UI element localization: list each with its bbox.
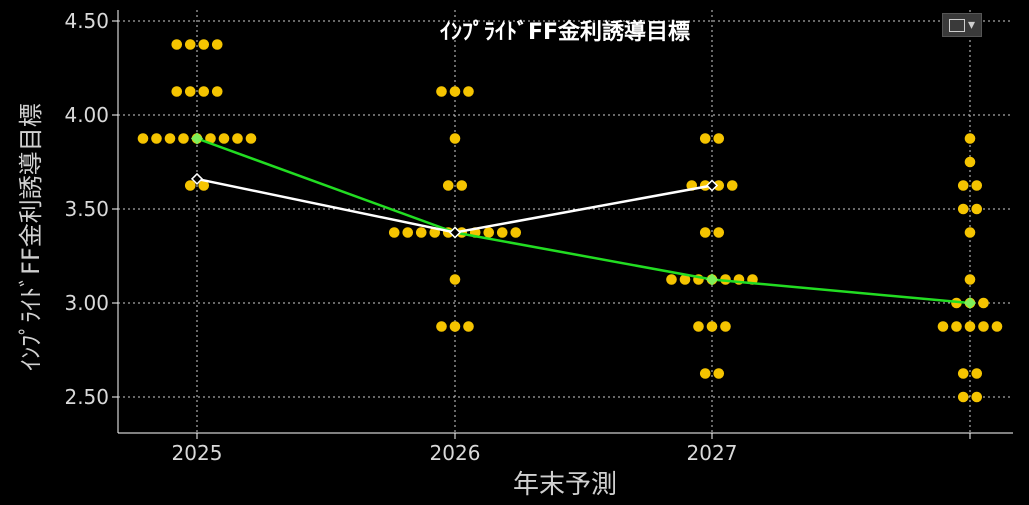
projection-dot	[245, 133, 257, 144]
median-marker-green	[190, 132, 204, 145]
projection-dot	[971, 368, 983, 379]
median-marker-green	[963, 296, 977, 310]
projection-dot	[713, 227, 725, 238]
projection-dot	[991, 321, 1003, 332]
projection-dot	[510, 227, 522, 238]
chart-title: ｲﾝﾌﾟﾗｲﾄﾞFF金利誘導目標	[439, 20, 691, 45]
projection-dot	[218, 133, 230, 144]
projection-dot	[442, 180, 454, 191]
y-axis-title: ｲﾝﾌﾟﾗｲﾄﾞFF金利誘導目標	[17, 103, 45, 371]
projection-dot	[964, 274, 976, 285]
projection-dot	[137, 133, 149, 144]
x-tick-label: 2025	[172, 441, 223, 465]
projection-dot	[151, 133, 162, 144]
line-chart-icon	[948, 18, 965, 32]
projection-dot	[483, 227, 495, 238]
y-tick-label: 4.50	[64, 9, 109, 33]
y-tick-label: 3.00	[64, 291, 109, 315]
x-tick-label: 2027	[687, 441, 738, 465]
projection-dot	[184, 39, 196, 50]
projection-dot	[726, 180, 738, 191]
projection-dot	[713, 133, 725, 144]
projection-dot	[449, 274, 461, 285]
projection-dot	[211, 86, 223, 97]
projection-dot	[184, 180, 196, 191]
projection-dot	[198, 39, 210, 50]
median-marker-white	[705, 179, 719, 192]
projection-dot	[436, 321, 447, 332]
projection-dot	[713, 180, 725, 191]
projection-dot	[699, 133, 711, 144]
projection-dot	[463, 321, 474, 332]
projection-dot	[706, 321, 718, 332]
projection-dot	[388, 227, 400, 238]
projection-dot	[971, 180, 983, 191]
median-marker-green	[705, 273, 719, 286]
projection-dot	[978, 321, 989, 332]
projection-dot	[456, 180, 468, 191]
projection-dot	[679, 274, 691, 285]
y-tick-label: 2.50	[64, 385, 109, 409]
projection-dot	[937, 321, 949, 332]
projection-dot	[496, 227, 508, 238]
chevron-down-icon: ▾	[967, 17, 976, 33]
projection-dot	[198, 86, 210, 97]
projection-dot	[964, 133, 976, 144]
chart-type-menu-button[interactable]: ▾	[942, 13, 982, 37]
projection-dot	[964, 321, 976, 332]
projection-dot	[971, 203, 983, 215]
projection-dot	[402, 227, 414, 238]
projection-dot	[971, 391, 983, 403]
projection-dot	[957, 391, 969, 403]
y-tick-label: 4.00	[64, 103, 109, 127]
projection-dot	[449, 86, 461, 97]
projection-dot	[178, 133, 189, 144]
projection-dot	[666, 274, 677, 285]
projection-dot	[964, 156, 976, 168]
projection-dot	[699, 227, 711, 238]
median-line-green	[196, 137, 971, 305]
x-axis-title: 年末予測	[512, 470, 617, 500]
projection-dot	[957, 180, 969, 191]
projection-dot	[198, 180, 210, 191]
projection-dot	[211, 39, 223, 50]
x-tick-label: 2026	[430, 441, 481, 465]
projection-dot	[957, 368, 969, 379]
projection-dot	[720, 321, 731, 332]
projection-dot	[713, 368, 725, 379]
median-marker-white	[448, 226, 462, 239]
projection-dot	[415, 227, 427, 238]
projection-dot	[164, 133, 176, 144]
projection-dot	[699, 368, 711, 379]
median-marker-white	[190, 172, 204, 185]
projection-dot	[171, 86, 183, 97]
projection-dot	[232, 133, 243, 144]
projection-dot	[171, 39, 183, 50]
projection-dot	[951, 321, 962, 332]
projection-dot	[184, 86, 196, 97]
projection-dot	[964, 227, 976, 238]
projection-dot	[463, 86, 474, 97]
projection-dot	[449, 321, 461, 332]
y-tick-label: 3.50	[64, 197, 109, 221]
projection-dot	[978, 297, 989, 309]
projection-dot	[449, 133, 461, 144]
projection-dot	[957, 203, 969, 215]
projection-dot	[436, 86, 447, 97]
projection-dot	[693, 321, 704, 332]
